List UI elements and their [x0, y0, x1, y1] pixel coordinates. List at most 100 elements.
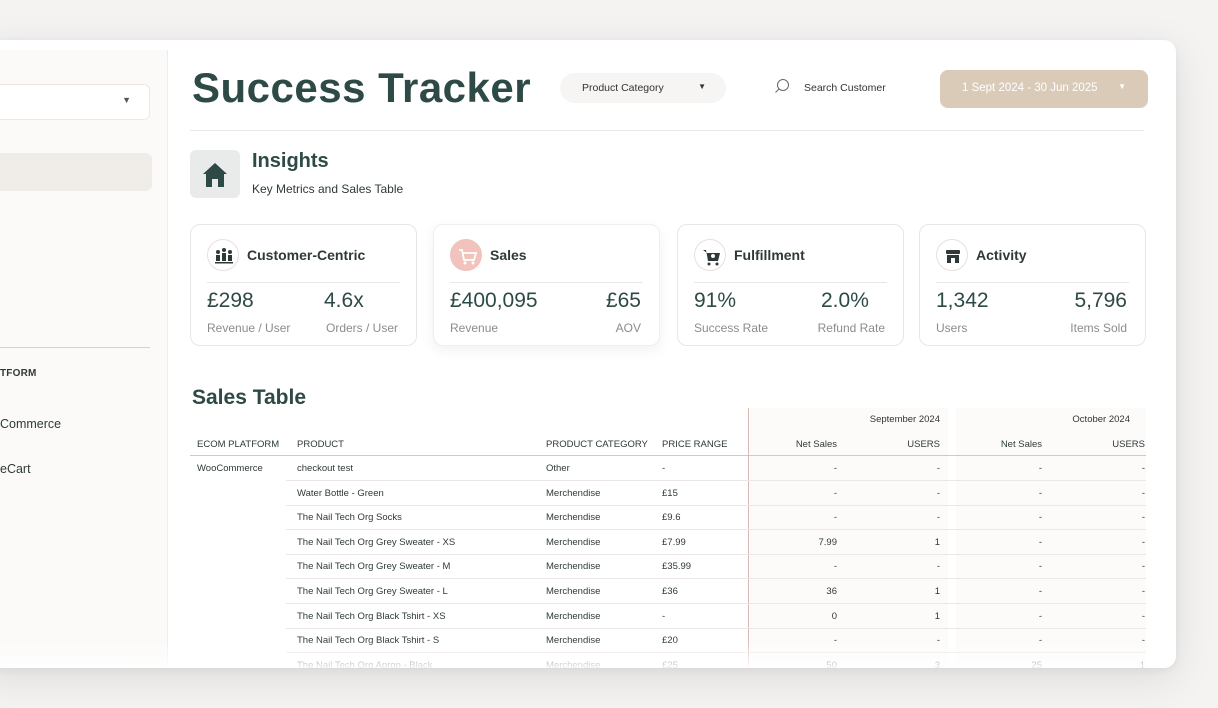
category-cell: Merchendise [546, 610, 601, 622]
sidebar-heading: TFORM [0, 368, 37, 379]
product-cell: Water Bottle - Green [297, 487, 384, 499]
card-divider [450, 282, 643, 283]
sales-table-title: Sales Table [192, 386, 307, 409]
row-divider [286, 504, 1146, 506]
month-column-bg [750, 408, 948, 668]
product-cell: The Nail Tech Org Grey Sweater - M [297, 561, 451, 573]
users-cell: - [1141, 487, 1145, 499]
row-divider [286, 578, 1146, 580]
category-cell: Merchendise [546, 586, 601, 597]
net-sales-cell: 7.99 [818, 536, 838, 548]
product-cell: The Nail Tech Org Black Tshirt - XS [297, 610, 446, 622]
users-cell: - [936, 512, 940, 524]
column-header[interactable]: Net Sales [1000, 439, 1042, 450]
net-sales-cell: - [1038, 610, 1042, 622]
column-header[interactable]: PRODUCT [297, 439, 344, 450]
users-cell: - [1141, 512, 1145, 524]
users-cell: - [936, 487, 940, 499]
card-divider [694, 282, 887, 283]
net-sales-cell: - [833, 487, 837, 499]
chevron-down-icon: ▼ [1118, 82, 1126, 91]
net-sales-cell: - [1038, 487, 1042, 499]
date-range-picker[interactable]: 1 Sept 2024 - 30 Jun 2025 ▼ [940, 70, 1148, 108]
card-title: Customer-Centric [247, 247, 366, 263]
category-cell: Other [546, 463, 570, 474]
row-divider [286, 529, 1146, 531]
category-cell: Merchendise [546, 487, 601, 499]
metric-value: 1,342 [936, 289, 989, 312]
row-divider [286, 553, 1146, 555]
row-divider [286, 603, 1146, 604]
month-header: September 2024 [869, 414, 940, 425]
product-cell: checkout test [297, 463, 353, 474]
category-select-label: Product Category [582, 82, 664, 94]
metric-label: Success Rate [694, 321, 769, 335]
metric-label: Orders / User [325, 321, 398, 335]
price-cell: £36 [662, 586, 678, 597]
table-row[interactable]: The Nail Tech Org Grey Sweater - L Merche… [190, 579, 1146, 604]
users-cell: - [1141, 586, 1145, 597]
table-row[interactable]: The Nail Tech Org Grey Sweater - M Merche… [190, 554, 1146, 580]
insights-subtitle: Key Metrics and Sales Table [252, 182, 404, 196]
users-cell: - [1141, 561, 1145, 573]
table-row[interactable]: The Nail Tech Org Grey Sweater - XS Merch… [190, 530, 1146, 555]
metric-value: 5,796 [1074, 289, 1127, 312]
row-divider [286, 480, 1146, 481]
month-header: October 2024 [1072, 414, 1130, 425]
cart-icon [450, 239, 482, 271]
net-sales-cell: - [1038, 586, 1042, 597]
price-cell: £9.6 [662, 512, 681, 524]
app-window: ▼ TFORM Commerce eCart Success Tracker P… [0, 40, 1176, 668]
card-title: Fulfillment [734, 247, 805, 263]
users-cell: 1 [934, 610, 940, 622]
net-sales-cell: - [833, 463, 837, 474]
sidebar: ▼ TFORM Commerce eCart [0, 50, 168, 668]
sidebar-item-ecart[interactable]: eCart [0, 462, 31, 476]
column-header[interactable]: Net Sales [795, 439, 837, 450]
sidebar-select[interactable]: ▼ [0, 84, 150, 120]
chevron-down-icon: ▼ [698, 82, 706, 91]
users-cell: - [1141, 536, 1145, 548]
product-cell: The Nail Tech Org Socks [297, 512, 402, 524]
metric-value: £400,095 [450, 289, 538, 312]
table-row[interactable]: The Nail Tech Org Socks Merchendise £9.6 - -… [190, 505, 1146, 531]
delivery-cart-icon [694, 239, 726, 271]
store-icon [936, 239, 968, 271]
card-divider [936, 282, 1129, 283]
column-header[interactable]: ECOM PLATFORM [197, 439, 280, 450]
table-month-separator [748, 408, 749, 668]
metric-label: Items Sold [1070, 321, 1127, 335]
users-cell: - [936, 463, 940, 474]
platform-cell: WooCommerce [197, 463, 263, 474]
column-header[interactable]: USERS [907, 439, 940, 450]
table-row[interactable]: checkout test Other - - - - - [190, 456, 1146, 481]
net-sales-cell: - [1038, 561, 1042, 573]
metric-label: Revenue / User [207, 321, 291, 335]
product-category-select[interactable]: Product Category ▼ [560, 73, 726, 103]
search-input[interactable]: Search Customer [804, 82, 886, 94]
sidebar-item-woocommerce[interactable]: Commerce [0, 417, 62, 431]
users-icon [207, 239, 239, 271]
users-cell: 1 [934, 536, 940, 548]
net-sales-cell: - [1038, 463, 1042, 474]
net-sales-cell: - [1038, 536, 1042, 548]
column-header[interactable]: PRODUCT CATEGORY [546, 439, 648, 450]
scroll-fade [0, 640, 1176, 668]
price-cell: £15 [662, 487, 678, 499]
card-title: Activity [976, 247, 1027, 263]
chevron-down-icon: ▼ [122, 95, 131, 105]
product-cell: The Nail Tech Org Grey Sweater - L [297, 586, 448, 597]
row-divider [286, 627, 1146, 629]
product-cell: The Nail Tech Org Grey Sweater - XS [297, 536, 456, 548]
net-sales-cell: 36 [826, 586, 837, 597]
column-header[interactable]: USERS [1112, 439, 1145, 450]
table-row[interactable]: The Nail Tech Org Black Tshirt - XS Merch… [190, 604, 1146, 629]
metric-label: Users [936, 321, 968, 335]
table-row[interactable]: Water Bottle - Green Merchendise £15 - - - - [190, 481, 1146, 506]
category-cell: Merchendise [546, 512, 601, 524]
sidebar-item-active[interactable] [0, 153, 152, 191]
date-range-label: 1 Sept 2024 - 30 Jun 2025 [962, 82, 1098, 94]
card-customer-centric: Customer-Centric £298 4.6x Revenue / Use… [190, 224, 417, 346]
month-column-bg [956, 408, 1146, 668]
column-header[interactable]: PRICE RANGE [662, 439, 728, 450]
